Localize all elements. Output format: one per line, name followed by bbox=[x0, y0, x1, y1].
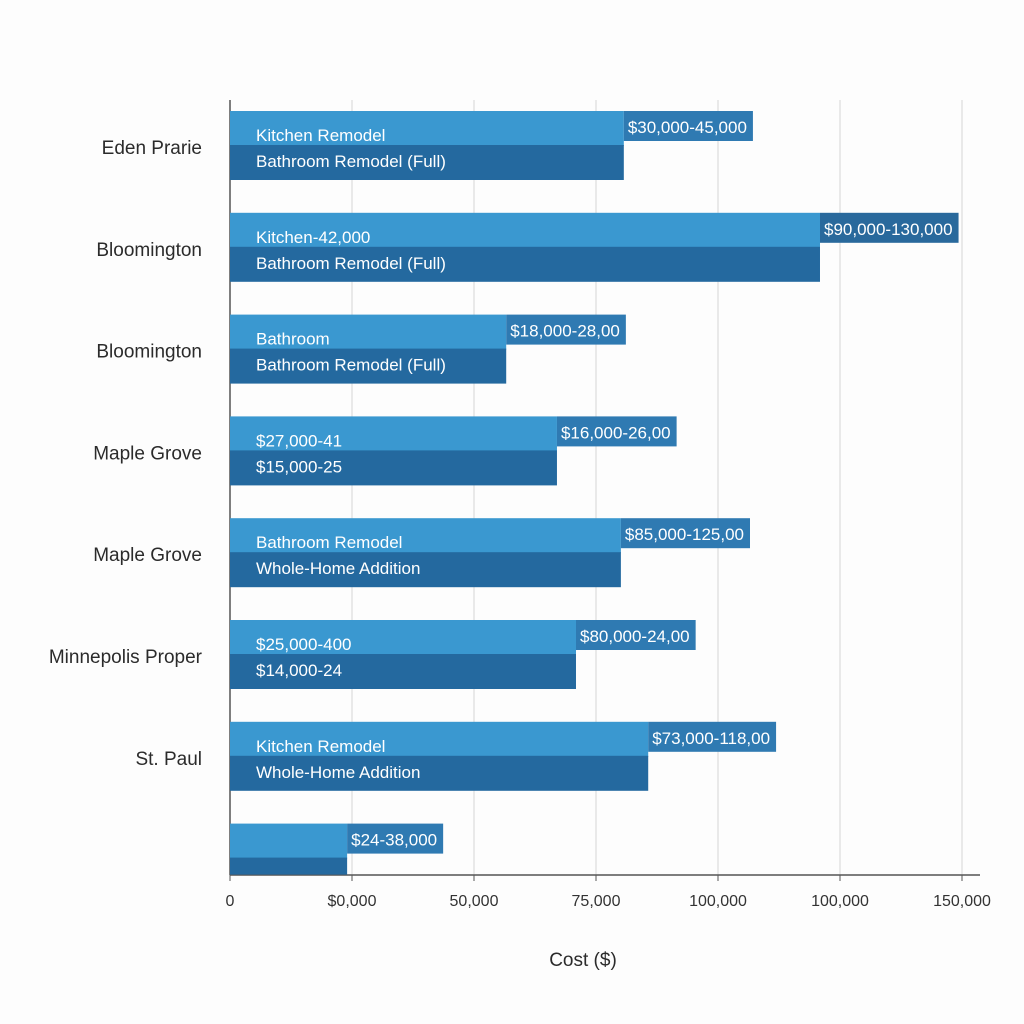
upper-bar-label: $27,000-41 bbox=[256, 431, 342, 450]
range-label: $90,000-130,000 bbox=[824, 220, 953, 239]
lower-bar bbox=[230, 145, 624, 180]
x-tick-label: $0,000 bbox=[328, 893, 377, 910]
lower-bar bbox=[230, 857, 348, 875]
category-label: St. Paul bbox=[135, 749, 202, 770]
category-label: Bloomington bbox=[96, 240, 202, 261]
lower-bar bbox=[230, 552, 621, 588]
range-label-box bbox=[556, 416, 677, 447]
x-tick-label: 75,000 bbox=[572, 893, 621, 910]
range-label-box bbox=[623, 111, 753, 141]
upper-bar-label: Kitchen Remodel bbox=[256, 737, 385, 756]
lower-bar-label: Whole-Home Addition bbox=[256, 763, 420, 782]
x-tick-label: 100,000 bbox=[811, 893, 869, 910]
upper-bar bbox=[230, 314, 507, 350]
upper-bar bbox=[230, 518, 621, 554]
range-label-box bbox=[620, 518, 750, 549]
lower-bar-label: Bathroom Remodel (Full) bbox=[256, 254, 446, 273]
category-label: Bloomington bbox=[96, 342, 202, 363]
category-label: Maple Grove bbox=[93, 443, 202, 464]
range-label: $80,000-24,00 bbox=[580, 627, 690, 646]
range-label: $85,000-125,00 bbox=[625, 525, 744, 544]
lower-bar bbox=[230, 348, 507, 384]
lower-bar-label: Bathroom Remodel (Full) bbox=[256, 152, 446, 171]
upper-bar-label: $25,000-400 bbox=[256, 635, 351, 654]
upper-bar-label: Kitchen Remodel bbox=[256, 126, 385, 145]
lower-bar bbox=[230, 450, 557, 486]
lower-bar-label: $15,000-25 bbox=[256, 457, 342, 476]
range-label: $30,000-45,000 bbox=[628, 118, 747, 137]
lower-bar-label: Whole-Home Addition bbox=[256, 559, 420, 578]
lower-bar bbox=[230, 654, 576, 689]
lower-bar-label: $14,000-24 bbox=[256, 661, 342, 680]
upper-bar-label: Kitchen-42,000 bbox=[256, 228, 370, 247]
x-axis-title: Cost ($) bbox=[549, 950, 617, 971]
x-tick-label: 150,000 bbox=[933, 893, 991, 910]
upper-bar bbox=[230, 111, 624, 146]
range-label: $73,000-118,00 bbox=[652, 729, 770, 748]
category-label: Minnepolis Proper bbox=[49, 647, 203, 668]
range-label-box bbox=[648, 721, 777, 752]
upper-bar bbox=[230, 416, 557, 452]
range-label-box bbox=[347, 823, 444, 854]
lower-bar-label: Bathroom Remodel (Full) bbox=[256, 356, 446, 375]
range-label-box bbox=[575, 620, 696, 650]
x-tick-label: 100,000 bbox=[689, 893, 747, 910]
upper-bar bbox=[230, 721, 649, 757]
x-tick-label: 0 bbox=[226, 893, 235, 910]
upper-bar bbox=[230, 620, 576, 655]
range-label-box bbox=[819, 212, 959, 243]
range-label: $24-38,000 bbox=[351, 831, 437, 850]
category-label: Eden Prarie bbox=[102, 138, 202, 159]
upper-bar-label: Bathroom bbox=[256, 330, 330, 349]
lower-bar bbox=[230, 246, 820, 282]
range-label: $18,000-28,00 bbox=[510, 322, 620, 341]
range-label-box bbox=[506, 314, 626, 345]
category-label: Maple Grove bbox=[93, 545, 202, 566]
upper-bar-label: Bathroom Remodel bbox=[256, 533, 402, 552]
lower-bar bbox=[230, 755, 649, 791]
upper-bar bbox=[230, 823, 348, 859]
x-tick-label: 50,000 bbox=[450, 893, 499, 910]
upper-bar bbox=[230, 212, 820, 248]
range-label: $16,000-26,00 bbox=[561, 423, 671, 442]
